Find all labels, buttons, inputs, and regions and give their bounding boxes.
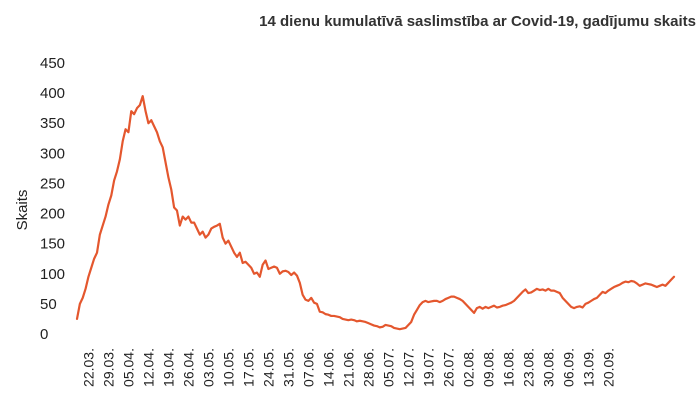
y-tick-label: 0 — [40, 326, 48, 343]
x-tick-label: 06.09. — [560, 348, 576, 387]
x-tick-label: 07.06. — [300, 348, 316, 387]
y-tick-label: 200 — [40, 206, 65, 223]
x-tick-label: 13.09. — [580, 348, 596, 387]
x-tick-label: 26.07. — [440, 348, 456, 387]
x-tick-label: 05.07. — [380, 348, 396, 387]
y-tick-label: 350 — [40, 115, 65, 132]
x-tick-label: 26.04. — [180, 348, 196, 387]
x-tick-label: 30.08. — [540, 348, 556, 387]
x-tick-label: 23.08. — [520, 348, 536, 387]
y-tick-label: 50 — [40, 296, 57, 313]
y-tick-label: 250 — [40, 175, 65, 192]
x-tick-label: 02.08. — [460, 348, 476, 387]
x-tick-label: 31.05. — [280, 348, 296, 387]
x-tick-label: 10.05. — [220, 348, 236, 387]
x-tick-label: 05.04. — [120, 348, 136, 387]
x-tick-label: 21.06. — [340, 348, 356, 387]
x-tick-label: 17.05. — [240, 348, 256, 387]
series-line — [75, 95, 676, 331]
y-tick-label: 300 — [40, 145, 65, 162]
y-tick-label: 100 — [40, 266, 65, 283]
x-tick-label: 16.08. — [500, 348, 516, 387]
y-axis-label: Skaits — [14, 190, 31, 231]
x-tick-label: 12.04. — [140, 348, 156, 387]
x-tick-label: 20.09. — [600, 348, 616, 387]
y-tick-label: 150 — [40, 236, 65, 253]
x-tick-label: 19.04. — [160, 348, 176, 387]
x-tick-label: 29.03. — [100, 348, 116, 387]
x-tick-label: 19.07. — [420, 348, 436, 387]
chart-title: 14 dienu kumulatīvā saslimstība ar Covid… — [259, 13, 696, 30]
x-tick-label: 14.06. — [320, 348, 336, 387]
x-axis-ticks: 22.03. 29.03. 05.04. 12.04. 19.04. 26.04. 03.0… — [80, 348, 616, 387]
x-tick-label: 09.08. — [480, 348, 496, 387]
x-tick-label: 12.07. — [400, 348, 416, 387]
y-axis-ticks: 0 50 100 150 200 250 300 350 400 450 — [40, 55, 65, 343]
y-tick-label: 400 — [40, 85, 65, 102]
x-tick-label: 28.06. — [360, 348, 376, 387]
x-tick-label: 03.05. — [200, 348, 216, 387]
y-tick-label: 450 — [40, 55, 65, 72]
x-tick-label: 22.03. — [80, 348, 96, 387]
x-tick-label: 24.05. — [260, 348, 276, 387]
